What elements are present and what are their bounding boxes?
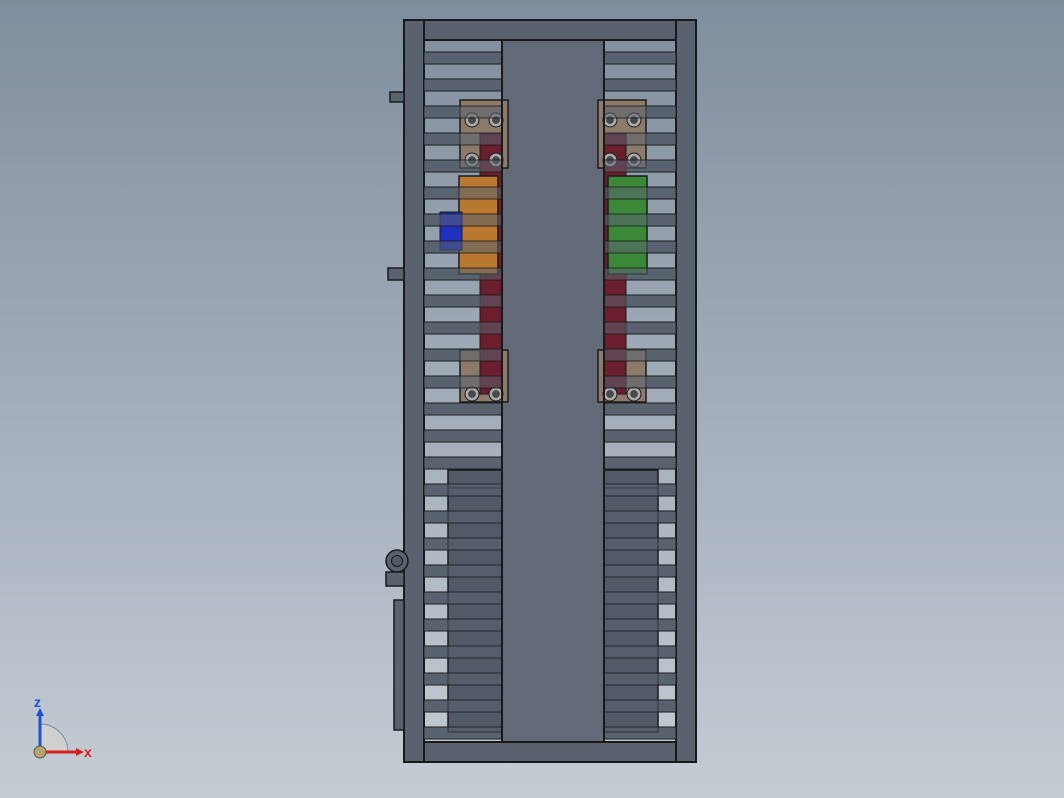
axis-triad[interactable]: z x [22, 690, 102, 770]
model-render[interactable] [0, 0, 1064, 798]
x-axis-label: x [84, 744, 92, 760]
cad-viewport[interactable]: z x [0, 0, 1064, 798]
z-axis-label: z [34, 694, 41, 710]
